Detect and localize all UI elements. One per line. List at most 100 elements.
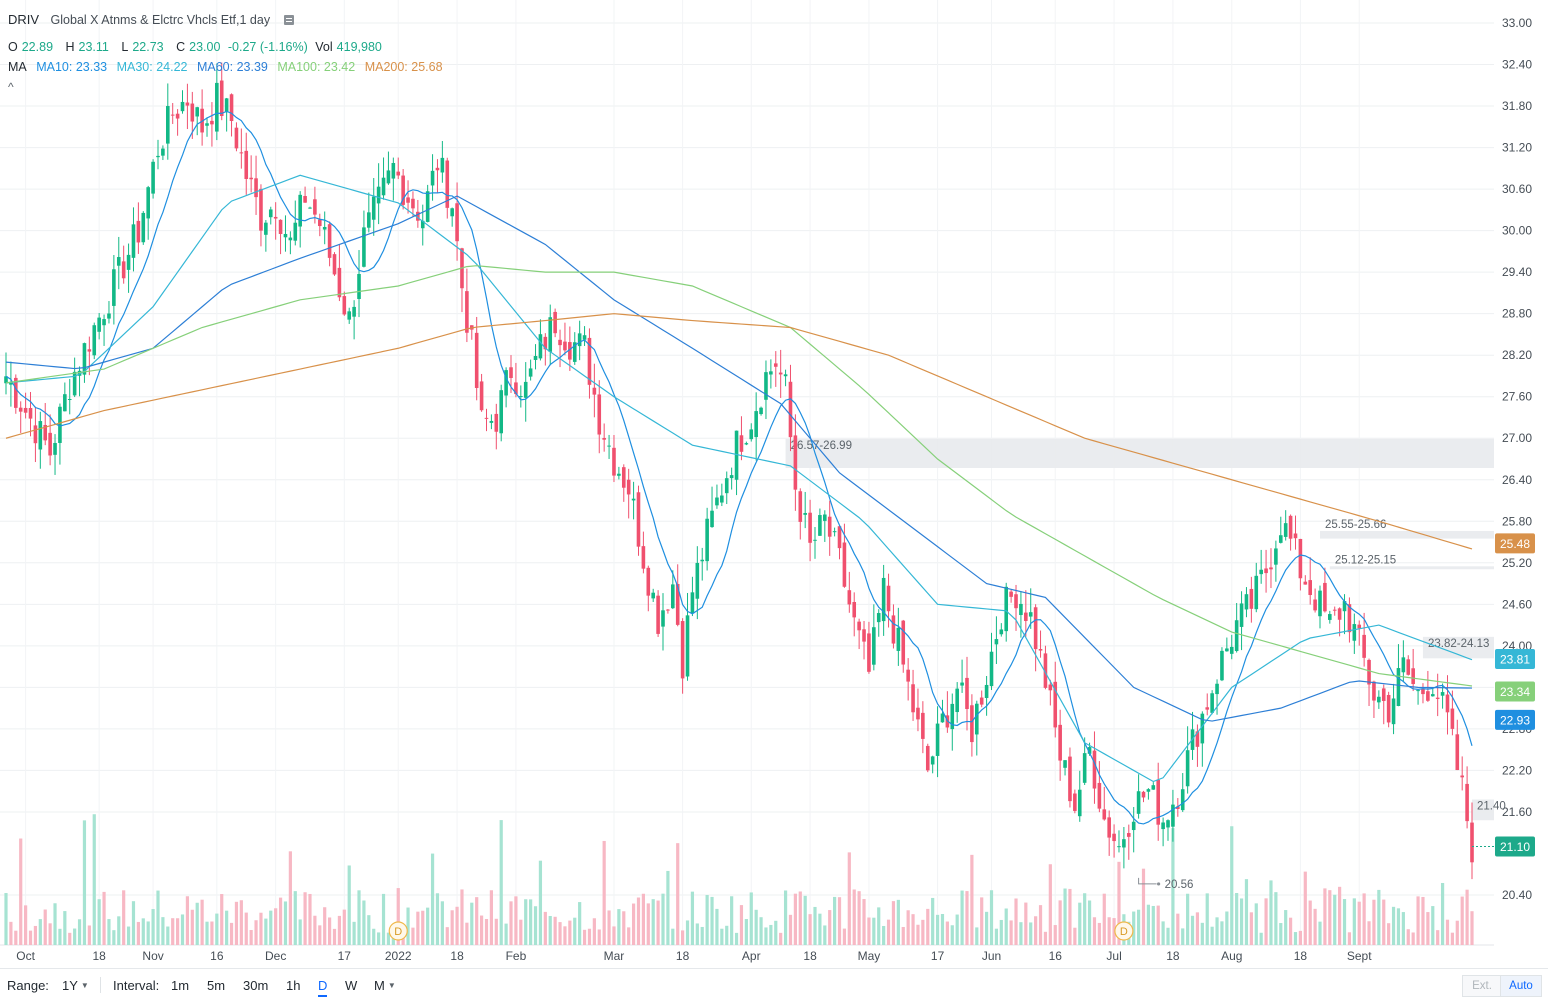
auto-scale-button[interactable]: Auto <box>1500 975 1542 997</box>
candle-body <box>621 467 626 488</box>
volume-bar <box>769 924 773 945</box>
price-chart[interactable]: 33.00 32.40 31.80 31.20 30.60 30.00 29.40 28.80… <box>0 0 1548 968</box>
menu-icon[interactable] <box>283 15 294 25</box>
candle-body <box>288 237 293 241</box>
volume-bar <box>813 906 817 945</box>
candle-body <box>872 627 876 665</box>
volume-bar <box>450 910 454 945</box>
interval-m[interactable]: M ▼ <box>374 978 396 993</box>
volume-bar <box>857 891 861 945</box>
range-select[interactable]: 1Y ▼ <box>62 978 89 993</box>
candle-body <box>313 199 317 215</box>
interval-1h[interactable]: 1h <box>286 978 301 993</box>
candle-body <box>367 212 371 228</box>
candle-body <box>1205 707 1210 710</box>
candle-body <box>136 220 141 243</box>
candle-body <box>636 492 641 547</box>
volume-bar <box>739 905 744 945</box>
volume-bar <box>906 910 910 945</box>
candle-body <box>1107 817 1111 838</box>
volume-bar <box>1293 932 1298 945</box>
volume-bar <box>519 919 523 945</box>
candle-body <box>700 559 705 562</box>
candle-body <box>499 390 504 434</box>
candle-body <box>1146 789 1151 792</box>
volume-bar <box>1210 926 1214 945</box>
candle-body <box>1318 590 1322 617</box>
volume-bar <box>985 911 989 945</box>
volume-bar <box>426 907 430 945</box>
candle-body <box>357 273 361 300</box>
interval-1m[interactable]: 1m <box>171 978 190 993</box>
volume-bar <box>877 907 881 945</box>
interval-d[interactable]: D <box>318 978 328 997</box>
x-tick-label: 17 <box>338 949 352 963</box>
volume-bar <box>308 893 312 945</box>
extended-hours-button[interactable]: Ext. <box>1462 975 1502 997</box>
candle-body <box>626 479 631 495</box>
interval-5m[interactable]: 5m <box>207 978 226 993</box>
volume-bar <box>1362 893 1366 945</box>
volume-bar <box>416 911 420 945</box>
volume-bar <box>58 928 62 945</box>
volume-bar <box>1377 889 1381 945</box>
y-tick-label: 32.40 <box>1502 58 1532 72</box>
x-tick-label: 18 <box>92 949 106 963</box>
candle-body <box>1254 575 1259 610</box>
price-tag-label: 25.48 <box>1500 537 1530 551</box>
candle-body <box>303 196 307 203</box>
volume-bar <box>1259 932 1263 945</box>
candle-body <box>1229 646 1234 654</box>
volume-bar <box>1230 826 1234 945</box>
candle-body <box>308 207 312 209</box>
candle-body <box>523 381 528 398</box>
candle-body <box>955 688 959 713</box>
candle-body <box>1161 822 1165 830</box>
candle-body <box>671 584 675 609</box>
candle-body <box>190 103 195 122</box>
candle-body <box>808 512 812 543</box>
candle-body <box>1087 747 1092 754</box>
candle-body <box>455 203 459 242</box>
volume-bar <box>989 890 994 945</box>
candle-body <box>749 429 754 440</box>
volume-bar <box>1092 917 1097 945</box>
open-label: O <box>8 40 18 54</box>
candle-body <box>999 629 1004 635</box>
volume-bar <box>970 854 974 945</box>
range-label: Range: <box>7 978 49 993</box>
candle-body <box>1048 684 1053 691</box>
candle-body <box>1038 648 1043 651</box>
x-tick-label: 16 <box>210 949 224 963</box>
volume-bar <box>77 919 82 945</box>
candle-body <box>416 211 420 221</box>
candle-body <box>1195 731 1200 747</box>
candle-body <box>666 609 670 611</box>
dividend-marker <box>1114 921 1134 941</box>
volume-bar <box>808 914 812 945</box>
volume-bar <box>631 903 636 945</box>
volume-bar <box>1063 888 1067 945</box>
volume-bar <box>823 925 827 945</box>
candle-body <box>935 723 940 756</box>
x-tick-label: Jun <box>982 949 1001 963</box>
collapse-legend-icon[interactable]: ^ <box>8 80 14 94</box>
volume-bar <box>656 900 660 945</box>
candle-body <box>1367 659 1371 685</box>
y-tick-label: 30.60 <box>1502 182 1532 196</box>
candle-body <box>514 382 518 395</box>
interval-30m[interactable]: 30m <box>243 978 269 993</box>
volume-bar <box>940 914 945 945</box>
candle-body <box>1470 822 1474 863</box>
symbol: DRIV <box>8 12 40 27</box>
interval-w[interactable]: W <box>345 978 358 993</box>
volume-bar <box>1235 892 1239 945</box>
x-tick-label: Nov <box>142 949 163 963</box>
candle-body <box>1073 793 1077 811</box>
candle-body <box>254 178 258 198</box>
volume-bar <box>1416 896 1420 945</box>
candle-body <box>484 417 489 419</box>
volume-bar <box>166 926 170 945</box>
volume-bar <box>229 922 234 945</box>
candle-body <box>425 191 430 222</box>
